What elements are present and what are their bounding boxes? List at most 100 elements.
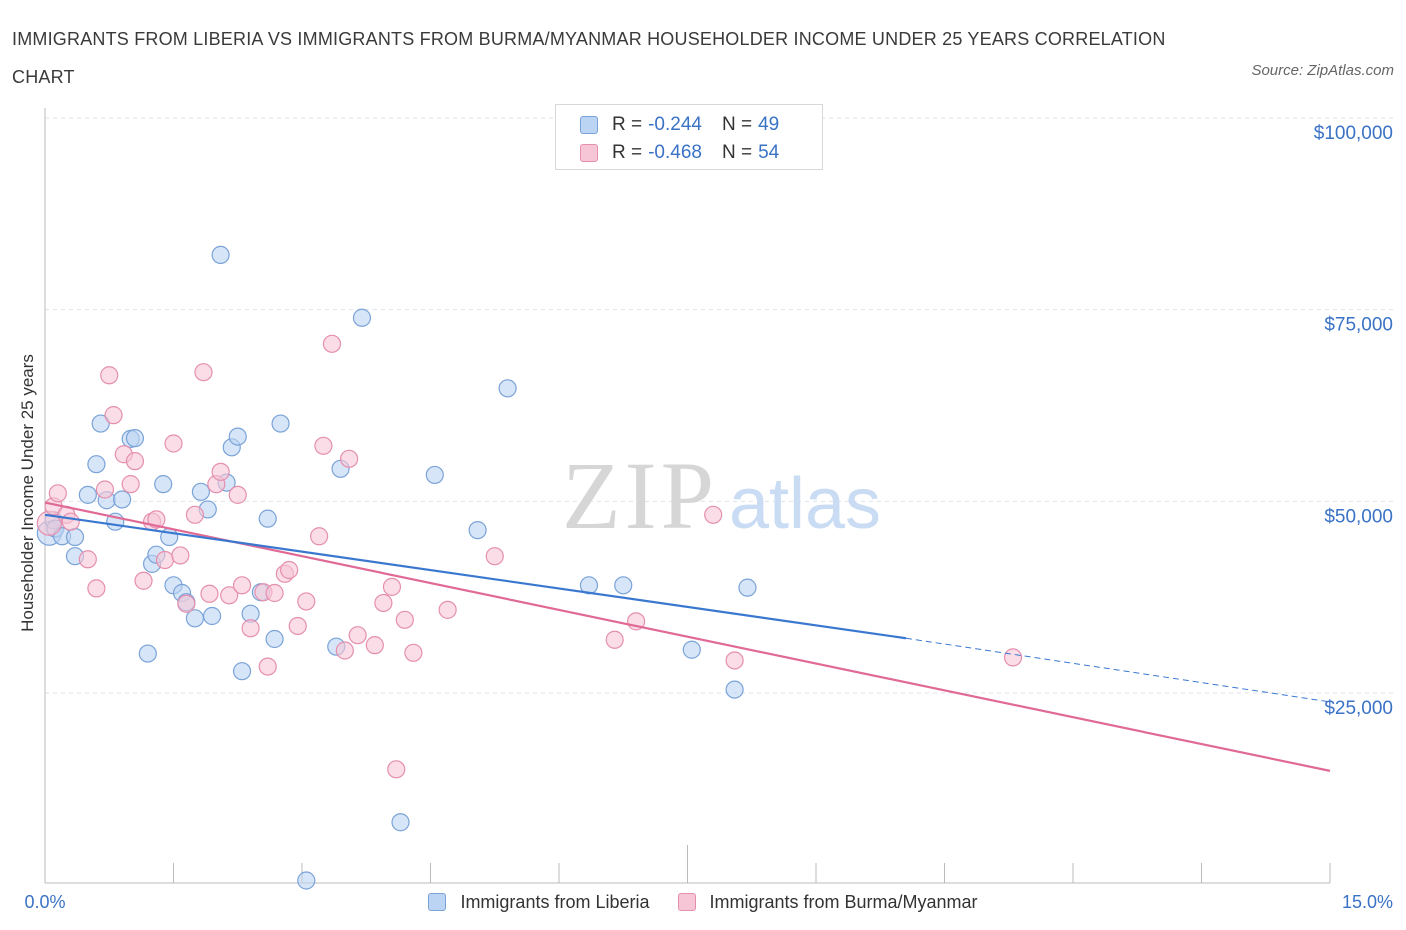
data-point xyxy=(200,584,219,603)
n-value: 49 xyxy=(758,114,780,135)
data-point xyxy=(382,577,402,596)
data-point xyxy=(310,527,329,546)
data-point xyxy=(228,427,247,446)
data-point xyxy=(271,414,290,433)
data-point xyxy=(314,436,333,455)
data-point xyxy=(134,571,153,590)
data-point xyxy=(104,406,123,425)
legend-item-liberia[interactable]: Immigrants from Liberia xyxy=(428,891,650,913)
y-tick-label: $50,000 xyxy=(1324,506,1393,527)
data-point xyxy=(335,641,354,660)
data-point xyxy=(404,643,423,662)
data-point xyxy=(738,578,757,597)
data-point xyxy=(191,482,211,501)
y-tick-label: $100,000 xyxy=(1314,123,1393,144)
data-point xyxy=(340,449,359,468)
series-liberia-points xyxy=(36,245,757,890)
data-point xyxy=(228,485,247,504)
data-point xyxy=(605,630,624,649)
data-point xyxy=(425,465,444,485)
data-point xyxy=(1003,648,1023,667)
legend-swatch-liberia xyxy=(580,116,598,134)
data-point xyxy=(220,586,239,605)
data-point xyxy=(202,606,222,626)
watermark: ZIP atlas xyxy=(562,442,881,549)
data-point xyxy=(61,512,80,531)
data-point xyxy=(725,651,744,670)
chart-title: IMMIGRANTS FROM LIBERIA VS IMMIGRANTS FR… xyxy=(12,29,1166,87)
data-point xyxy=(258,657,277,676)
data-point xyxy=(121,475,140,494)
data-point xyxy=(322,334,342,353)
data-point xyxy=(147,510,166,529)
data-point xyxy=(185,505,205,524)
data-point xyxy=(374,593,393,613)
data-point xyxy=(211,462,230,481)
data-point xyxy=(87,579,106,598)
data-point xyxy=(154,475,173,494)
legend-label-burma: Immigrants from Burma/Myanmar xyxy=(709,891,978,912)
data-point xyxy=(387,760,406,779)
r-value: -0.244 xyxy=(648,114,702,135)
data-point xyxy=(112,490,132,509)
data-point xyxy=(91,414,110,433)
data-point xyxy=(171,546,190,565)
legend-label-liberia: Immigrants from Liberia xyxy=(460,891,650,912)
data-point xyxy=(100,366,119,385)
trend-line-liberia xyxy=(44,513,907,640)
legend-row-liberia: R = -0.244 N = 49 xyxy=(580,111,779,139)
data-point xyxy=(348,626,367,645)
data-point xyxy=(395,610,414,629)
data-point xyxy=(280,560,299,580)
r-label: R = xyxy=(612,114,643,135)
data-point xyxy=(125,429,145,448)
trend-lines xyxy=(44,501,1331,772)
data-point xyxy=(288,616,307,636)
y-tick-label: $75,000 xyxy=(1324,315,1393,336)
legend-row-burma: R = -0.468 N = 54 xyxy=(580,139,779,167)
data-point xyxy=(87,455,106,474)
source-label: Source: ZipAtlas.com xyxy=(1251,62,1394,79)
series-legend: Immigrants from Liberia Immigrants from … xyxy=(0,889,1406,915)
data-point xyxy=(614,576,633,595)
data-point xyxy=(48,484,67,503)
tick-labels: $25,000 $50,000 $75,000 $100,000 0.0% 15.0% xyxy=(24,123,1393,912)
y-tick-label: $25,000 xyxy=(1324,698,1393,719)
data-point xyxy=(391,813,410,832)
r-value: -0.468 xyxy=(648,142,702,163)
legend-swatch-liberia xyxy=(428,893,447,911)
data-point xyxy=(498,379,517,398)
watermark-zip: ZIP xyxy=(562,442,718,549)
data-point xyxy=(95,480,115,499)
data-point xyxy=(265,583,284,603)
legend-swatch-burma xyxy=(580,144,598,162)
data-point xyxy=(704,505,723,524)
data-point xyxy=(232,576,252,595)
data-point xyxy=(241,619,260,638)
n-label: N = xyxy=(721,114,753,135)
x-tick-label: 15.0% xyxy=(1342,892,1393,912)
x-tick-label: 0.0% xyxy=(24,892,65,912)
data-point xyxy=(365,636,384,655)
correlation-legend: R = -0.244 N = 49 R = -0.468 N = 54 xyxy=(555,104,823,170)
trend-line-liberia-extension xyxy=(905,637,1331,703)
data-point xyxy=(258,509,277,528)
data-point xyxy=(352,308,372,327)
data-point xyxy=(265,629,284,649)
legend-swatch-burma xyxy=(677,893,696,911)
n-label: N = xyxy=(721,142,753,163)
n-value: 54 xyxy=(758,142,780,163)
data-point xyxy=(138,644,157,663)
data-point xyxy=(232,662,252,681)
data-point xyxy=(177,594,196,613)
data-point xyxy=(438,600,457,619)
legend-item-burma[interactable]: Immigrants from Burma/Myanmar xyxy=(677,891,978,913)
data-point xyxy=(78,485,97,504)
data-point xyxy=(65,527,85,547)
data-point xyxy=(164,434,183,453)
series-burma-points xyxy=(36,334,1023,779)
data-point xyxy=(725,680,744,699)
data-point xyxy=(194,363,213,382)
data-point xyxy=(297,592,316,611)
